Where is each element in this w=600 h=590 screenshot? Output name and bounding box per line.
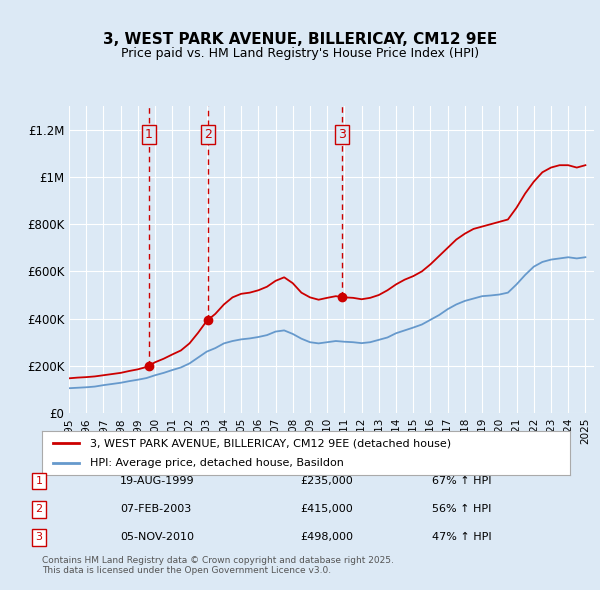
Text: £235,000: £235,000 — [300, 476, 353, 486]
Text: 1: 1 — [145, 128, 152, 141]
Text: Price paid vs. HM Land Registry's House Price Index (HPI): Price paid vs. HM Land Registry's House … — [121, 47, 479, 60]
Text: 67% ↑ HPI: 67% ↑ HPI — [432, 476, 491, 486]
Text: £498,000: £498,000 — [300, 533, 353, 542]
Text: HPI: Average price, detached house, Basildon: HPI: Average price, detached house, Basi… — [89, 458, 343, 467]
Text: 2: 2 — [205, 128, 212, 141]
Text: 47% ↑ HPI: 47% ↑ HPI — [432, 533, 491, 542]
Text: 1: 1 — [35, 476, 43, 486]
Text: 56% ↑ HPI: 56% ↑ HPI — [432, 504, 491, 514]
Text: 3, WEST PARK AVENUE, BILLERICAY, CM12 9EE: 3, WEST PARK AVENUE, BILLERICAY, CM12 9E… — [103, 32, 497, 47]
Text: 2: 2 — [35, 504, 43, 514]
Text: 3: 3 — [338, 128, 346, 141]
Text: 07-FEB-2003: 07-FEB-2003 — [120, 504, 191, 514]
Text: 05-NOV-2010: 05-NOV-2010 — [120, 533, 194, 542]
Text: 3: 3 — [35, 533, 43, 542]
Text: Contains HM Land Registry data © Crown copyright and database right 2025.
This d: Contains HM Land Registry data © Crown c… — [42, 556, 394, 575]
Text: 19-AUG-1999: 19-AUG-1999 — [120, 476, 194, 486]
Text: £415,000: £415,000 — [300, 504, 353, 514]
Text: 3, WEST PARK AVENUE, BILLERICAY, CM12 9EE (detached house): 3, WEST PARK AVENUE, BILLERICAY, CM12 9E… — [89, 438, 451, 448]
